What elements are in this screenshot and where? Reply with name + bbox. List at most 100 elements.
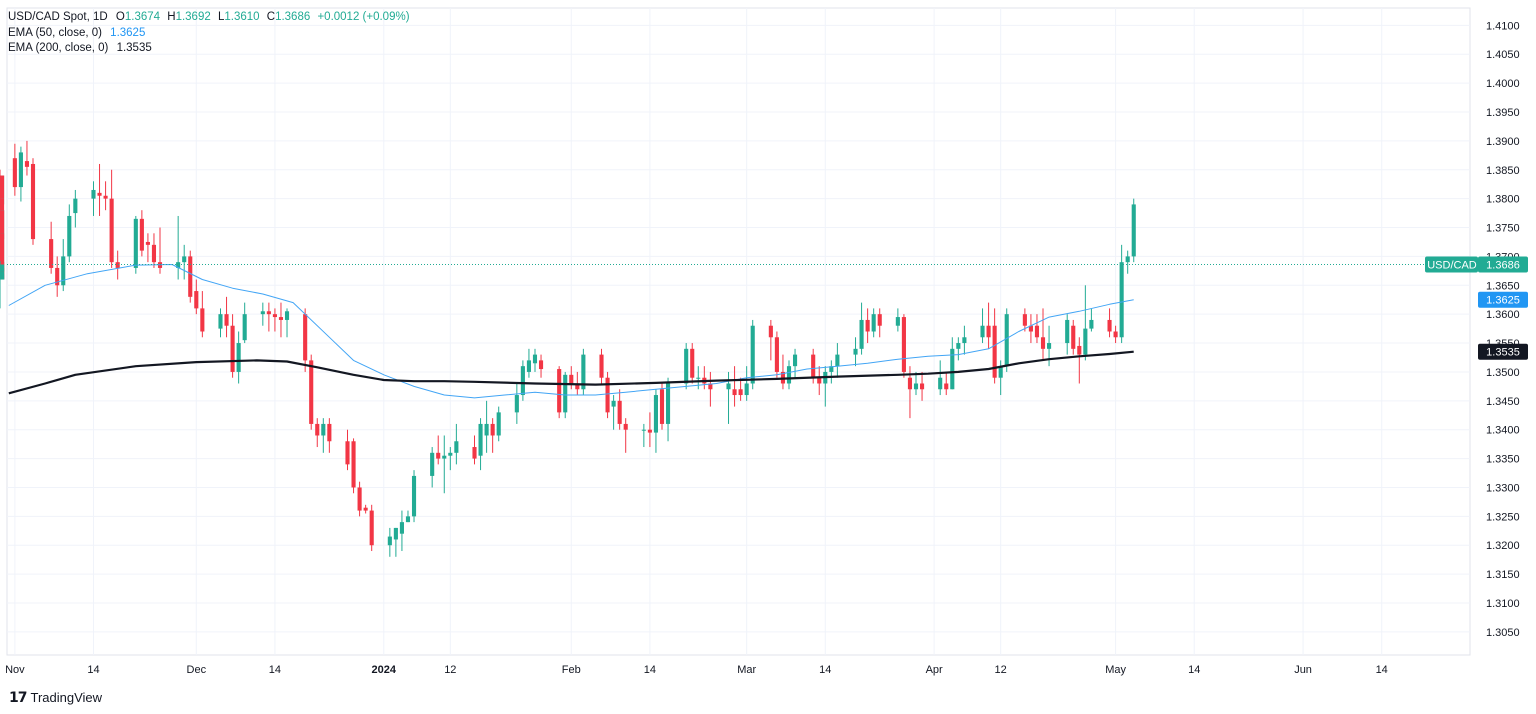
candle-body [176, 262, 181, 268]
candle-body [0, 175, 5, 199]
candle-body [303, 314, 308, 361]
candle-body [91, 189, 96, 199]
candle-body [986, 325, 991, 338]
candle-body [647, 429, 652, 433]
candle-body [260, 311, 265, 315]
candle-body [623, 423, 628, 430]
candle-body [1113, 331, 1118, 338]
tradingview-brand[interactable]: 𝟭𝟳 TradingView [9, 689, 102, 706]
x-tick-label: 14 [644, 664, 656, 676]
candle-body [792, 354, 798, 367]
y-tick-label: 1.3050 [1486, 627, 1520, 639]
candle-body [278, 317, 284, 320]
candle-body [617, 400, 622, 424]
candle-body [732, 389, 737, 396]
candle-body [109, 198, 114, 263]
price-label-box [1478, 256, 1528, 273]
candle-body [992, 325, 997, 378]
candle-body [484, 423, 489, 436]
chart-legend: USD/CAD Spot, 1D O1.3674 H1.3692 L1.3610… [8, 10, 414, 57]
candle-body [61, 256, 66, 286]
candle-body [913, 383, 919, 390]
y-tick-label: 1.3250 [1486, 511, 1520, 523]
candle-body [448, 452, 453, 456]
legend-ema50-row[interactable]: EMA (50, close, 0) 1.3625 [8, 26, 414, 42]
legend-ema200-value: 1.3535 [116, 42, 152, 54]
candle-body [133, 218, 138, 268]
candle-body [557, 369, 562, 413]
candle-body [1107, 319, 1112, 332]
legend-change: +0.0012 (+0.09%) [317, 11, 410, 23]
candle-body [1089, 319, 1094, 329]
legend-open: 1.3674 [124, 11, 161, 23]
candle-body [103, 195, 108, 199]
candle-body [538, 360, 544, 370]
candle-body [907, 377, 913, 390]
y-tick-label: 1.3400 [1486, 425, 1520, 437]
candle-body [321, 423, 326, 436]
y-tick-label: 1.4050 [1486, 49, 1520, 61]
candle-body [877, 314, 882, 326]
candle-body [345, 441, 350, 465]
y-tick-label: 1.3850 [1486, 165, 1520, 177]
candle-body [315, 423, 320, 436]
candle-body [1119, 262, 1124, 338]
candle-body [454, 441, 459, 453]
candle-body [1047, 343, 1052, 349]
price-label-box [1478, 343, 1528, 360]
y-tick-label: 1.3900 [1486, 136, 1520, 148]
candle-body [532, 354, 538, 364]
candle-body [708, 383, 713, 390]
y-tick-label: 1.4000 [1486, 78, 1520, 90]
ema200-line [8, 350, 1134, 395]
candle-body [611, 400, 616, 407]
y-tick-label: 1.3750 [1486, 223, 1520, 235]
price-label-text: 1.3625 [1486, 295, 1520, 307]
candle-body [786, 366, 792, 384]
x-tick-label: May [1105, 664, 1126, 676]
candle-body [653, 395, 659, 433]
x-tick-label: Feb [562, 664, 581, 676]
ema50-line [8, 264, 1134, 399]
candle-body [224, 314, 229, 326]
price-label-text: 1.3686 [1486, 259, 1520, 271]
candle-body [472, 447, 477, 459]
candle-body [236, 343, 241, 372]
x-tick-label: 14 [269, 664, 281, 676]
candle-body [0, 210, 5, 234]
legend-ema200-row[interactable]: EMA (200, close, 0) 1.3535 [8, 41, 414, 57]
y-tick-label: 1.3500 [1486, 367, 1520, 379]
candle-body [853, 348, 858, 355]
candle-body [1077, 345, 1082, 355]
candle-body [55, 267, 60, 286]
legend-ohlc-row[interactable]: USD/CAD Spot, 1D O1.3674 H1.3692 L1.3610… [8, 10, 414, 26]
candle-body [369, 510, 374, 546]
candle-body [182, 256, 187, 263]
candle-body [811, 354, 816, 378]
legend-close: 1.3686 [275, 11, 311, 23]
candle-body [436, 452, 441, 459]
x-tick-label: Dec [187, 664, 207, 676]
candle-body [1071, 325, 1076, 349]
candle-body [684, 348, 689, 384]
candle-body [151, 244, 157, 263]
candle-body [817, 377, 822, 384]
candle-body [1004, 314, 1009, 367]
x-tick-label: Nov [5, 664, 25, 676]
candle-body [768, 325, 773, 338]
candle-body [526, 360, 531, 372]
candle-body [0, 264, 5, 272]
x-tick-label: 12 [995, 664, 1007, 676]
legend-open-key: O [115, 11, 125, 23]
candle-body [919, 383, 925, 390]
symbol-label-box [1425, 256, 1478, 273]
candle-body [0, 198, 5, 211]
legend-low: 1.3610 [224, 11, 260, 23]
candle-body [194, 291, 199, 309]
candle-body [188, 256, 193, 297]
candle-body [944, 383, 949, 390]
candle-body [575, 383, 580, 390]
y-tick-label: 1.3650 [1486, 280, 1520, 292]
candle-body [1083, 328, 1088, 355]
